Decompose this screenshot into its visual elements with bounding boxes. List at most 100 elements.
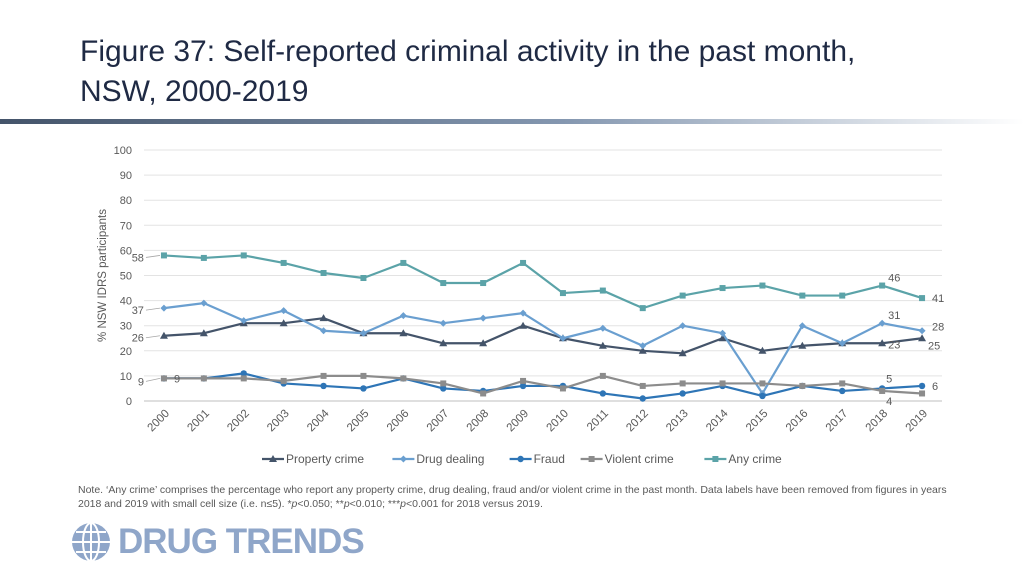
x-tick-label: 2013 bbox=[664, 408, 691, 435]
data-point-fraud bbox=[639, 395, 646, 402]
note-text-1: <0.050; ** bbox=[297, 498, 344, 510]
x-tick-label: 2015 bbox=[744, 408, 771, 435]
data-point-any-crime bbox=[759, 282, 766, 289]
data-point-any-crime bbox=[320, 269, 327, 276]
data-point-any-crime bbox=[719, 285, 726, 292]
x-tick-label: 2007 bbox=[425, 408, 452, 435]
data-point-any-crime bbox=[480, 280, 487, 287]
data-point-violent-crime bbox=[360, 372, 367, 379]
x-tick-label: 2005 bbox=[345, 408, 372, 435]
data-label: 6 bbox=[932, 381, 938, 393]
title-line-2: NSW, 2000-2019 bbox=[80, 75, 309, 108]
data-point-fraud bbox=[679, 390, 686, 397]
data-point-property-crime bbox=[479, 339, 488, 347]
data-point-drug-dealing bbox=[639, 342, 647, 350]
data-point-violent-crime bbox=[719, 380, 726, 387]
data-point-any-crime bbox=[440, 280, 447, 287]
data-label: 4 bbox=[886, 396, 892, 408]
y-axis-label: % NSW IDRS participants bbox=[97, 209, 109, 342]
data-point-any-crime bbox=[679, 292, 686, 299]
legend-marker-property-crime bbox=[269, 455, 277, 462]
logo-text: DRUG TRENDS bbox=[118, 522, 365, 561]
data-point-property-crime bbox=[798, 341, 807, 349]
data-point-drug-dealing bbox=[918, 327, 926, 335]
data-point-fraud bbox=[360, 385, 367, 392]
data-point-violent-crime bbox=[759, 380, 766, 387]
data-label: 37 bbox=[132, 305, 144, 317]
y-tick-label: 50 bbox=[120, 271, 132, 283]
data-point-any-crime bbox=[360, 275, 367, 282]
data-point-any-crime bbox=[639, 305, 646, 312]
data-point-drug-dealing bbox=[719, 329, 727, 337]
y-tick-label: 100 bbox=[114, 145, 132, 157]
data-point-drug-dealing bbox=[200, 299, 208, 307]
y-tick-label: 0 bbox=[126, 396, 132, 408]
data-point-any-crime bbox=[879, 282, 886, 289]
data-point-fraud bbox=[240, 370, 247, 377]
data-point-property-crime bbox=[878, 339, 887, 347]
data-point-violent-crime bbox=[320, 372, 327, 379]
x-tick-label: 2004 bbox=[305, 407, 332, 434]
data-point-drug-dealing bbox=[439, 319, 447, 327]
data-point-violent-crime bbox=[879, 387, 886, 394]
data-point-violent-crime bbox=[839, 380, 846, 387]
data-point-drug-dealing bbox=[838, 339, 846, 347]
data-point-violent-crime bbox=[400, 375, 407, 382]
note-p3: p bbox=[400, 498, 407, 510]
series-line-violent-crime bbox=[163, 374, 923, 395]
data-label-leader bbox=[145, 255, 161, 258]
series-line-fraud bbox=[163, 372, 923, 400]
y-tick-label: 10 bbox=[120, 371, 132, 383]
data-point-violent-crime bbox=[639, 382, 646, 389]
data-point-drug-dealing bbox=[878, 319, 886, 327]
data-point-fraud bbox=[918, 382, 926, 390]
y-tick-label: 80 bbox=[120, 195, 132, 207]
x-tick-label: 2002 bbox=[225, 408, 252, 435]
x-tick-label: 2014 bbox=[704, 407, 731, 434]
series-line-property-crime bbox=[163, 317, 923, 355]
note-p2: p bbox=[343, 498, 350, 510]
x-tick-label: 2012 bbox=[624, 408, 651, 435]
y-tick-label: 60 bbox=[120, 245, 132, 257]
series-line-drug-dealing bbox=[163, 302, 923, 395]
title-divider bbox=[0, 119, 1024, 124]
data-label: 23 bbox=[888, 339, 900, 351]
data-point-violent-crime bbox=[440, 380, 447, 387]
x-tick-label: 2018 bbox=[864, 408, 891, 435]
data-point-fraud bbox=[320, 382, 327, 390]
title-line-1: Figure 37: Self-reported criminal activi… bbox=[80, 35, 856, 68]
y-tick-label: 70 bbox=[120, 220, 132, 232]
data-point-property-crime bbox=[678, 349, 687, 357]
data-point-violent-crime bbox=[240, 375, 247, 382]
data-point-drug-dealing bbox=[320, 327, 328, 335]
legend-label-any-crime: Any crime bbox=[728, 452, 782, 466]
data-point-any-crime bbox=[160, 252, 167, 259]
data-point-any-crime bbox=[520, 259, 527, 266]
x-tick-label: 2016 bbox=[784, 408, 811, 435]
x-tick-label: 2006 bbox=[385, 408, 412, 435]
data-point-any-crime bbox=[599, 287, 606, 294]
data-point-any-crime bbox=[400, 259, 407, 266]
data-point-fraud bbox=[519, 382, 527, 390]
data-point-property-crime bbox=[918, 334, 927, 342]
data-point-violent-crime bbox=[599, 372, 606, 379]
x-tick-label: 2019 bbox=[904, 408, 931, 435]
data-point-property-crime bbox=[718, 334, 727, 342]
data-point-violent-crime bbox=[200, 375, 207, 382]
data-point-violent-crime bbox=[679, 380, 686, 387]
data-point-property-crime bbox=[399, 329, 408, 337]
y-tick-label: 90 bbox=[120, 170, 132, 182]
data-point-violent-crime bbox=[480, 390, 487, 397]
drug-trends-logo: DRUG TRENDS bbox=[70, 520, 365, 564]
data-label-leader bbox=[145, 335, 161, 339]
data-point-any-crime bbox=[799, 292, 806, 299]
data-point-drug-dealing bbox=[559, 334, 567, 342]
legend-marker-any-crime bbox=[712, 456, 719, 462]
chart-note: Note. ‘Any crime’ comprises the percenta… bbox=[78, 483, 958, 511]
legend-marker-violent-crime bbox=[588, 456, 595, 462]
legend-label-drug-dealing: Drug dealing bbox=[416, 452, 484, 466]
legend-marker-drug-dealing bbox=[399, 455, 407, 463]
note-text-2: <0.010; *** bbox=[349, 498, 401, 510]
note-p1: p bbox=[291, 498, 298, 510]
data-point-drug-dealing bbox=[399, 312, 407, 320]
